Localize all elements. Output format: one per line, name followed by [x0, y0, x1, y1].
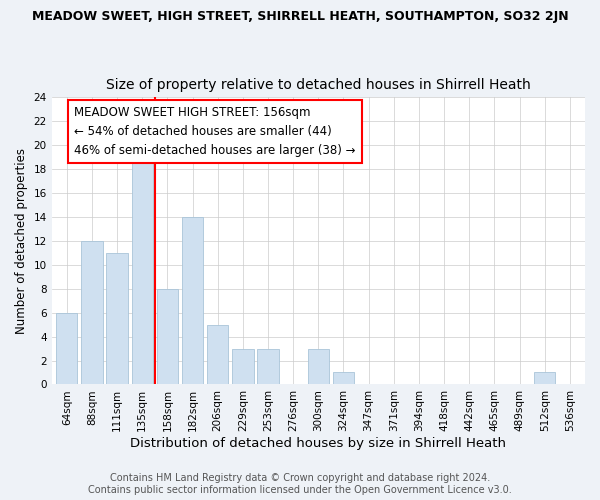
Bar: [56, 312, 77, 384]
Y-axis label: Number of detached properties: Number of detached properties: [15, 148, 28, 334]
Bar: [131, 157, 153, 384]
Bar: [257, 348, 279, 384]
Bar: [106, 253, 128, 384]
Text: Contains HM Land Registry data © Crown copyright and database right 2024.
Contai: Contains HM Land Registry data © Crown c…: [88, 474, 512, 495]
Bar: [207, 324, 229, 384]
Bar: [333, 372, 354, 384]
Text: MEADOW SWEET HIGH STREET: 156sqm
← 54% of detached houses are smaller (44)
46% o: MEADOW SWEET HIGH STREET: 156sqm ← 54% o…: [74, 106, 356, 156]
Bar: [232, 348, 254, 384]
X-axis label: Distribution of detached houses by size in Shirrell Heath: Distribution of detached houses by size …: [130, 437, 506, 450]
Bar: [308, 348, 329, 384]
Text: MEADOW SWEET, HIGH STREET, SHIRRELL HEATH, SOUTHAMPTON, SO32 2JN: MEADOW SWEET, HIGH STREET, SHIRRELL HEAT…: [32, 10, 568, 23]
Bar: [182, 217, 203, 384]
Bar: [534, 372, 556, 384]
Bar: [157, 288, 178, 384]
Title: Size of property relative to detached houses in Shirrell Heath: Size of property relative to detached ho…: [106, 78, 531, 92]
Bar: [81, 241, 103, 384]
